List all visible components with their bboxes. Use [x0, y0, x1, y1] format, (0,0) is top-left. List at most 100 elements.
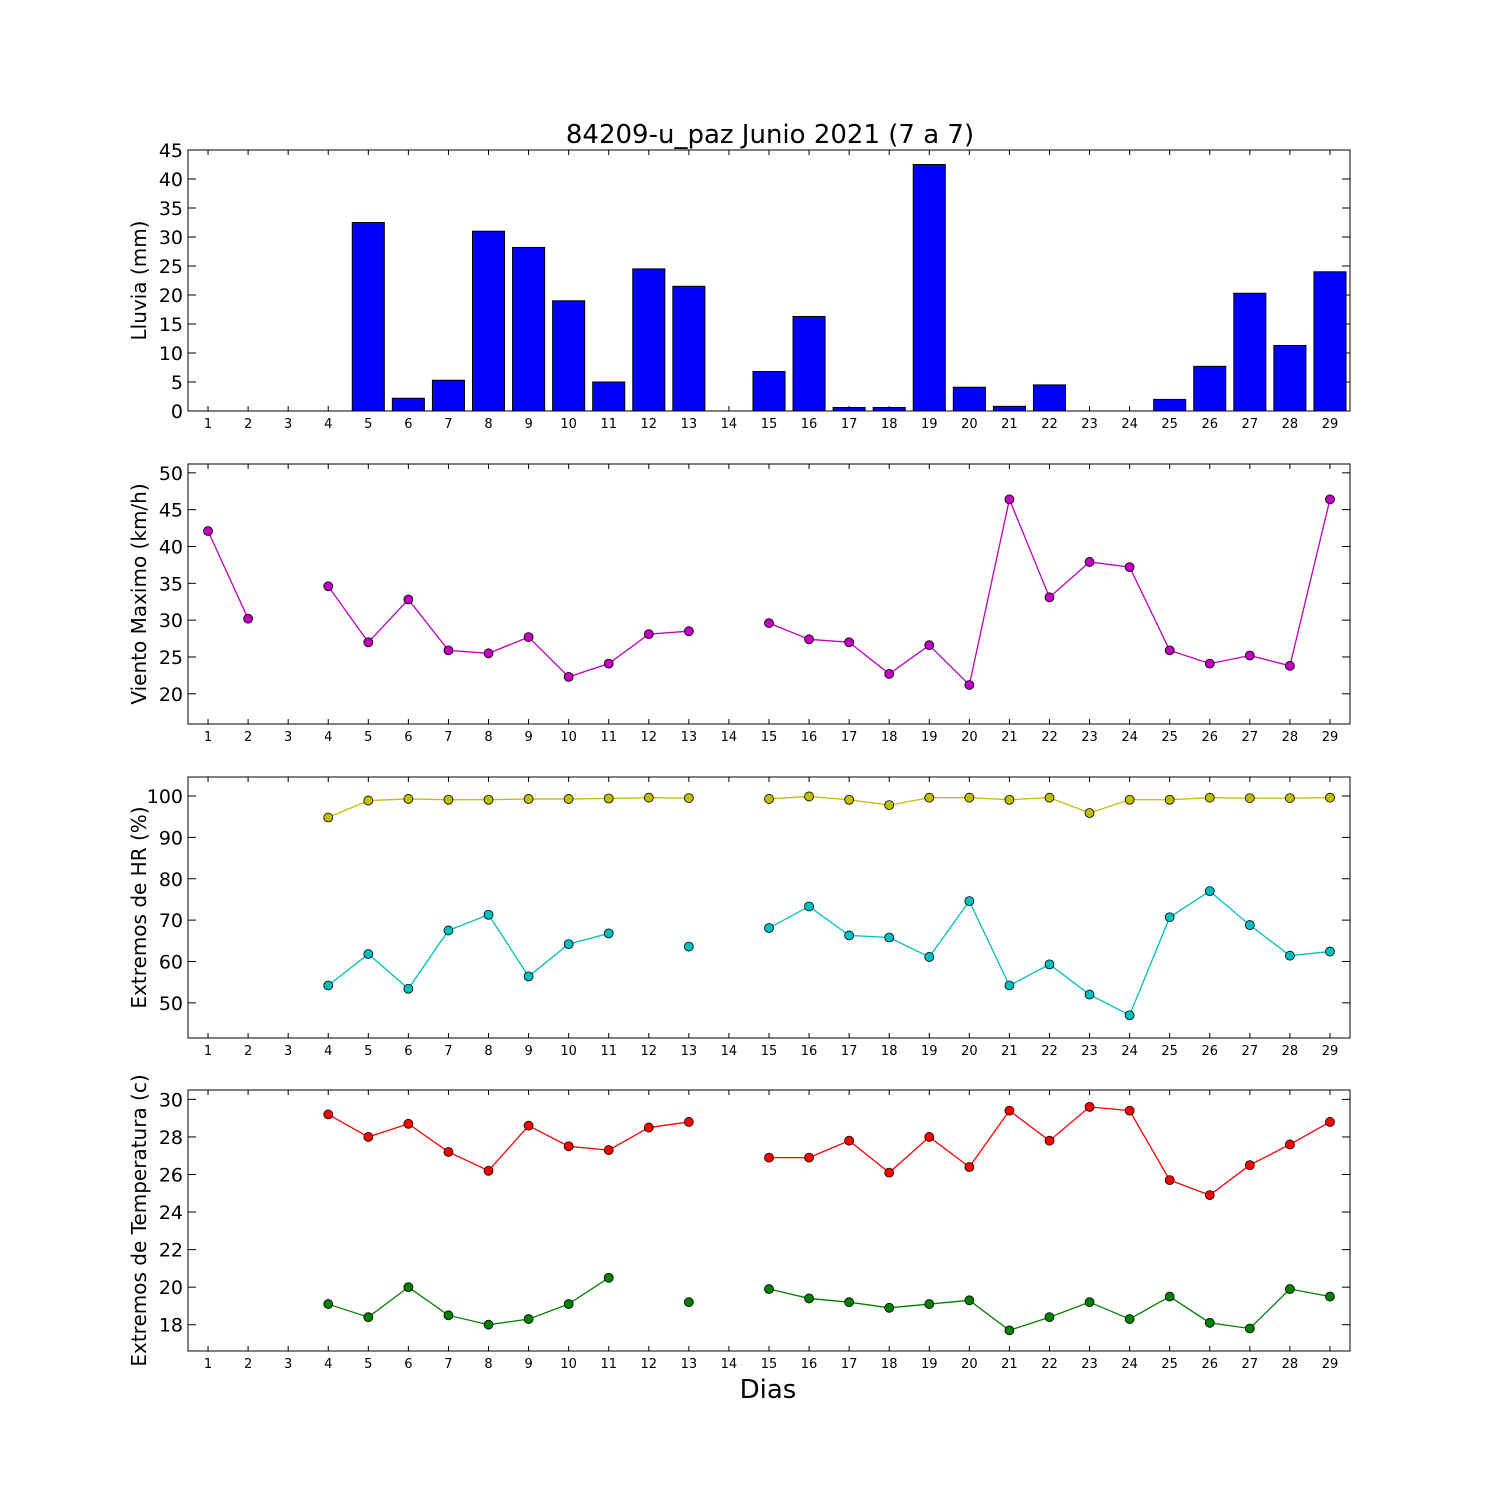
x-tick-label: 27 [1242, 730, 1259, 745]
bar-day-22 [1032, 384, 1067, 412]
point-day-17 [844, 637, 855, 648]
y-tick-label: 26 [159, 1164, 183, 1186]
point-day-18 [884, 669, 895, 679]
point-day-20 [964, 1295, 975, 1306]
x-tick-label: 2 [244, 1044, 252, 1059]
point-day-17 [844, 930, 855, 941]
y-tick-label: 28 [159, 1127, 183, 1149]
point-day-25 [1164, 912, 1175, 923]
x-tick-label: 3 [284, 1044, 292, 1059]
point-day-19 [924, 640, 935, 651]
x-tick-label: 6 [404, 730, 412, 745]
x-tick-label: 23 [1081, 1357, 1098, 1372]
point-day-16 [804, 901, 814, 912]
point-day-9 [523, 1314, 534, 1324]
point-day-24 [1124, 794, 1135, 805]
point-day-29 [1325, 1291, 1335, 1302]
point-day-7 [443, 794, 454, 805]
y-tick-label: 0 [171, 401, 183, 423]
point-day-24 [1124, 1314, 1135, 1324]
point-day-24 [1124, 1105, 1135, 1116]
x-tick-label: 12 [641, 1357, 658, 1372]
bar-day-7 [431, 379, 465, 412]
x-tick-label: 25 [1161, 1044, 1178, 1059]
x-tick-label: 13 [681, 417, 698, 432]
y-axis-label: Viento Maximo (km/h) [127, 483, 151, 704]
y-tick-label: 60 [159, 951, 183, 973]
bar-day-18 [872, 407, 906, 412]
point-day-26 [1204, 1190, 1215, 1201]
point-day-17 [844, 1135, 855, 1146]
point-day-2 [243, 613, 254, 624]
point-day-10 [563, 671, 574, 682]
x-tick-label: 29 [1322, 1044, 1339, 1059]
bar-day-29 [1313, 271, 1347, 412]
bar-day-26 [1193, 365, 1227, 412]
point-day-26 [1204, 658, 1215, 669]
point-day-4 [323, 812, 334, 823]
x-tick-label: 16 [801, 1044, 818, 1059]
x-tick-label: 17 [841, 730, 858, 745]
point-day-24 [1124, 1010, 1135, 1021]
point-day-23 [1084, 808, 1095, 818]
x-tick-label: 16 [801, 417, 818, 432]
y-tick-label: 5 [171, 372, 183, 394]
point-day-25 [1164, 1291, 1175, 1302]
x-tick-label: 9 [524, 1357, 532, 1372]
x-tick-label: 18 [881, 730, 898, 745]
chart-title: 84209-u_paz Junio 2021 (7 a 7) [566, 120, 974, 150]
point-day-4 [323, 1299, 334, 1309]
point-day-13 [683, 626, 694, 637]
y-tick-label: 25 [159, 647, 183, 669]
y-tick-label: 35 [159, 198, 183, 220]
x-tick-label: 20 [961, 730, 978, 745]
series-line [769, 1106, 1331, 1196]
point-day-27 [1244, 793, 1255, 803]
x-tick-label: 5 [364, 417, 372, 432]
point-day-7 [443, 1310, 454, 1321]
point-day-10 [563, 1141, 574, 1152]
point-day-9 [523, 632, 534, 642]
x-tick-label: 27 [1242, 417, 1259, 432]
x-tick-label: 15 [761, 1357, 778, 1372]
x-tick-label: 26 [1201, 730, 1218, 745]
point-day-7 [443, 1147, 454, 1157]
series-1 [323, 791, 1335, 823]
point-day-23 [1084, 557, 1095, 567]
x-tick-label: 17 [841, 1357, 858, 1372]
point-day-10 [563, 939, 574, 950]
point-day-22 [1044, 959, 1055, 970]
y-tick-label: 30 [159, 227, 183, 249]
point-day-11 [603, 1145, 614, 1155]
x-tick-label: 4 [324, 417, 332, 432]
point-day-4 [323, 980, 334, 991]
point-day-15 [764, 1284, 774, 1294]
point-day-21 [1004, 1105, 1015, 1116]
point-day-25 [1164, 794, 1175, 805]
x-tick-label: 25 [1161, 417, 1178, 432]
y-tick-label: 20 [159, 1277, 183, 1299]
x-tick-label: 1 [204, 1044, 212, 1059]
x-tick-label: 19 [921, 730, 938, 745]
x-tick-label: 28 [1282, 1357, 1299, 1372]
x-tick-label: 13 [681, 730, 698, 745]
bar-day-15 [752, 371, 786, 412]
point-day-19 [924, 952, 935, 962]
y-tick-label: 35 [159, 573, 183, 595]
x-tick-label: 18 [881, 417, 898, 432]
point-day-18 [884, 800, 895, 811]
x-tick-label: 1 [204, 417, 212, 432]
point-day-29 [1325, 1117, 1335, 1127]
y-tick-label: 40 [159, 169, 183, 191]
point-day-17 [844, 1297, 855, 1308]
y-tick-label: 80 [159, 869, 183, 891]
x-tick-label: 27 [1242, 1357, 1259, 1372]
point-day-17 [844, 794, 855, 805]
point-day-10 [563, 794, 574, 804]
point-day-28 [1284, 950, 1295, 961]
x-tick-label: 6 [404, 1357, 412, 1372]
series-line [327, 1113, 689, 1172]
x-tick-label: 7 [444, 1357, 452, 1372]
